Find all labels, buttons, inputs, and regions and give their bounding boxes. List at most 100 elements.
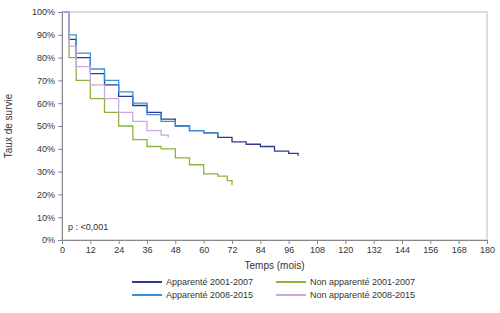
x-tick-label: 48 bbox=[171, 245, 181, 255]
y-tick-mark bbox=[58, 217, 62, 218]
y-tick-mark bbox=[58, 58, 62, 59]
x-tick-label: 0 bbox=[60, 245, 65, 255]
y-axis-title: Taux de survie bbox=[3, 93, 14, 158]
x-tick: 24 bbox=[114, 240, 124, 255]
legend-entry: Non apparenté 2008-2015 bbox=[276, 290, 415, 300]
x-tick-label: 168 bbox=[452, 245, 467, 255]
y-axis-line bbox=[58, 13, 63, 241]
x-tick-label: 24 bbox=[114, 245, 124, 255]
p-value: p : <0,001 bbox=[68, 222, 108, 232]
x-tick: 144 bbox=[395, 240, 410, 255]
y-tick-label: 70% bbox=[37, 76, 55, 86]
legend-label: Non apparenté 2001-2007 bbox=[310, 277, 415, 287]
legend-swatch bbox=[132, 281, 162, 283]
x-tick-mark bbox=[487, 240, 488, 244]
x-tick: 96 bbox=[284, 240, 294, 255]
x-tick-mark bbox=[62, 240, 63, 244]
survival-line bbox=[62, 12, 218, 135]
x-tick-label: 96 bbox=[284, 245, 294, 255]
y-tick-mark bbox=[58, 149, 62, 150]
x-tick: 60 bbox=[199, 240, 209, 255]
x-tick-label: 12 bbox=[86, 245, 96, 255]
y-tick-mark bbox=[58, 126, 62, 127]
plot-frame bbox=[62, 12, 487, 240]
x-tick: 12 bbox=[86, 240, 96, 255]
x-tick-mark bbox=[175, 240, 176, 244]
y-tick-mark bbox=[58, 240, 62, 241]
x-tick-label: 84 bbox=[256, 245, 266, 255]
y-axis: 0% 10% 20% 30% 40% 50% 60% 70% 80% 90% 100% bbox=[32, 7, 63, 245]
x-tick-label: 132 bbox=[367, 245, 382, 255]
x-tick-mark bbox=[459, 240, 460, 244]
y-tick-mark bbox=[58, 172, 62, 173]
y-tick-label: 50% bbox=[37, 121, 55, 131]
x-tick-label: 180 bbox=[480, 245, 495, 255]
y-tick: 50% bbox=[37, 121, 62, 131]
x-tick-label: 156 bbox=[423, 245, 438, 255]
x-tick-mark bbox=[232, 240, 233, 244]
y-tick: 0% bbox=[42, 235, 62, 245]
x-tick-mark bbox=[345, 240, 346, 244]
x-tick: 84 bbox=[256, 240, 266, 255]
plot: 0% 10% 20% 30% 40% 50% 60% 70% 80% 90% 100% 0 12 24 36… bbox=[32, 7, 495, 255]
y-tick-label: 40% bbox=[37, 144, 55, 154]
y-tick-label: 100% bbox=[32, 7, 55, 17]
x-tick-mark bbox=[374, 240, 375, 244]
chart: 0% 10% 20% 30% 40% 50% 60% 70% 80% 90% 100% 0 12 24 36… bbox=[0, 0, 500, 313]
x-tick-mark bbox=[147, 240, 148, 244]
y-tick-mark bbox=[58, 194, 62, 195]
legend-label: Apparenté 2008-2015 bbox=[166, 290, 253, 300]
x-tick-label: 108 bbox=[310, 245, 325, 255]
legend-label: Apparenté 2001-2007 bbox=[166, 277, 253, 287]
legend-entry: Apparenté 2008-2015 bbox=[132, 290, 253, 300]
y-tick: 80% bbox=[37, 53, 62, 63]
y-tick: 10% bbox=[37, 213, 62, 223]
y-tick: 20% bbox=[37, 190, 62, 200]
x-tick-mark bbox=[317, 240, 318, 244]
legend-swatch bbox=[276, 294, 306, 296]
x-tick-mark bbox=[289, 240, 290, 244]
y-tick-label: 90% bbox=[37, 30, 55, 40]
y-tick-label: 30% bbox=[37, 167, 55, 177]
y-tick-label: 0% bbox=[42, 235, 55, 245]
y-tick-label: 80% bbox=[37, 53, 55, 63]
y-tick-label: 60% bbox=[37, 99, 55, 109]
y-tick: 70% bbox=[37, 76, 62, 86]
survival-line bbox=[62, 12, 232, 185]
series-lines bbox=[62, 12, 298, 185]
x-tick-label: 144 bbox=[395, 245, 410, 255]
x-tick: 36 bbox=[142, 240, 152, 255]
x-tick-label: 60 bbox=[199, 245, 209, 255]
x-tick: 0 bbox=[60, 240, 65, 255]
x-tick: 132 bbox=[367, 240, 382, 255]
y-tick-mark bbox=[58, 35, 62, 36]
x-tick-label: 72 bbox=[227, 245, 237, 255]
x-tick: 48 bbox=[171, 240, 181, 255]
x-axis-title: Temps (mois) bbox=[244, 260, 304, 271]
y-tick-label: 20% bbox=[37, 190, 55, 200]
survival-line bbox=[62, 12, 168, 137]
x-tick-label: 120 bbox=[338, 245, 353, 255]
x-tick-mark bbox=[90, 240, 91, 244]
x-tick-mark bbox=[119, 240, 120, 244]
x-tick: 156 bbox=[423, 240, 438, 255]
x-tick: 72 bbox=[227, 240, 237, 255]
x-tick-mark bbox=[402, 240, 403, 244]
x-tick-mark bbox=[204, 240, 205, 244]
legend: Apparenté 2001-2007 Non apparenté 2001-20… bbox=[132, 277, 415, 300]
legend-swatch bbox=[132, 294, 162, 296]
x-tick: 168 bbox=[452, 240, 467, 255]
y-tick: 90% bbox=[37, 30, 62, 40]
y-tick-mark bbox=[58, 103, 62, 104]
x-axis-line bbox=[63, 241, 488, 245]
x-axis: 0 12 24 36 48 60 72 84 96 108 120 132 144 156 168 180 bbox=[60, 240, 495, 255]
y-tick: 40% bbox=[37, 144, 62, 154]
y-tick: 100% bbox=[32, 7, 62, 17]
x-tick-mark bbox=[260, 240, 261, 244]
legend-entry: Apparenté 2001-2007 bbox=[132, 277, 253, 287]
legend-swatch bbox=[276, 281, 306, 283]
x-tick-mark bbox=[430, 240, 431, 244]
x-tick-label: 36 bbox=[142, 245, 152, 255]
legend-label: Non apparenté 2008-2015 bbox=[310, 290, 415, 300]
x-tick: 180 bbox=[480, 240, 495, 255]
